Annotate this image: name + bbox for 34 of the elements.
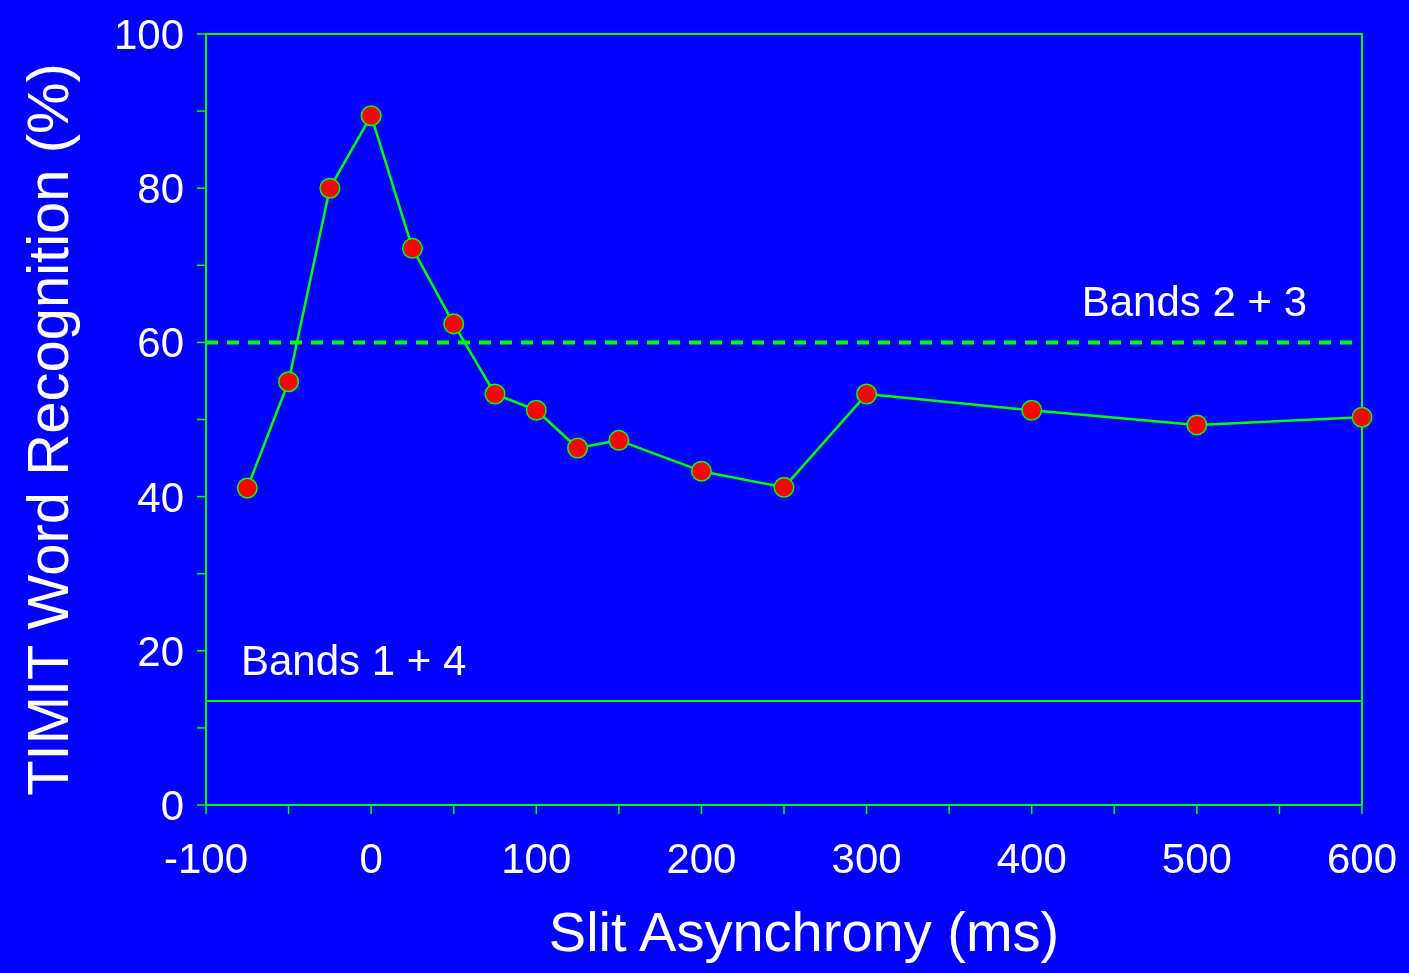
y-tick-label: 100 xyxy=(113,11,184,58)
ref-line-label: Bands 2 + 3 xyxy=(1081,278,1307,326)
point xyxy=(1351,406,1373,428)
y-axis-title: TIMIT Word Recognition (%) xyxy=(15,63,80,796)
point xyxy=(443,313,465,335)
point xyxy=(608,429,630,451)
x-tick-label: 300 xyxy=(831,835,902,882)
point xyxy=(236,477,258,499)
x-tick-label: 500 xyxy=(1161,835,1232,882)
point xyxy=(690,460,712,482)
x-tick-label: 100 xyxy=(501,835,572,882)
y-tick-label: 20 xyxy=(137,627,184,675)
point xyxy=(773,476,795,498)
x-tick-label: -100 xyxy=(163,835,249,882)
point xyxy=(401,237,423,259)
point xyxy=(360,105,382,127)
ref-line-label: Bands 1 + 4 xyxy=(241,636,467,684)
y-tick-label: 0 xyxy=(160,782,184,829)
x-tick-label: 400 xyxy=(996,835,1067,882)
point xyxy=(484,383,506,405)
y-tick-label: 80 xyxy=(137,165,184,213)
point xyxy=(1021,399,1043,421)
y-tick-label: 40 xyxy=(137,473,184,521)
x-tick-label: 0 xyxy=(359,835,383,882)
point xyxy=(567,437,589,459)
x-axis-title: Slit Asynchrony (ms) xyxy=(548,900,1060,963)
x-tick-label: 200 xyxy=(666,835,737,882)
point xyxy=(525,399,547,421)
point xyxy=(1186,414,1208,436)
point xyxy=(319,177,341,199)
point xyxy=(278,371,300,393)
x-tick-label: 600 xyxy=(1326,835,1398,882)
point xyxy=(856,383,878,405)
y-tick-label: 60 xyxy=(137,319,184,367)
